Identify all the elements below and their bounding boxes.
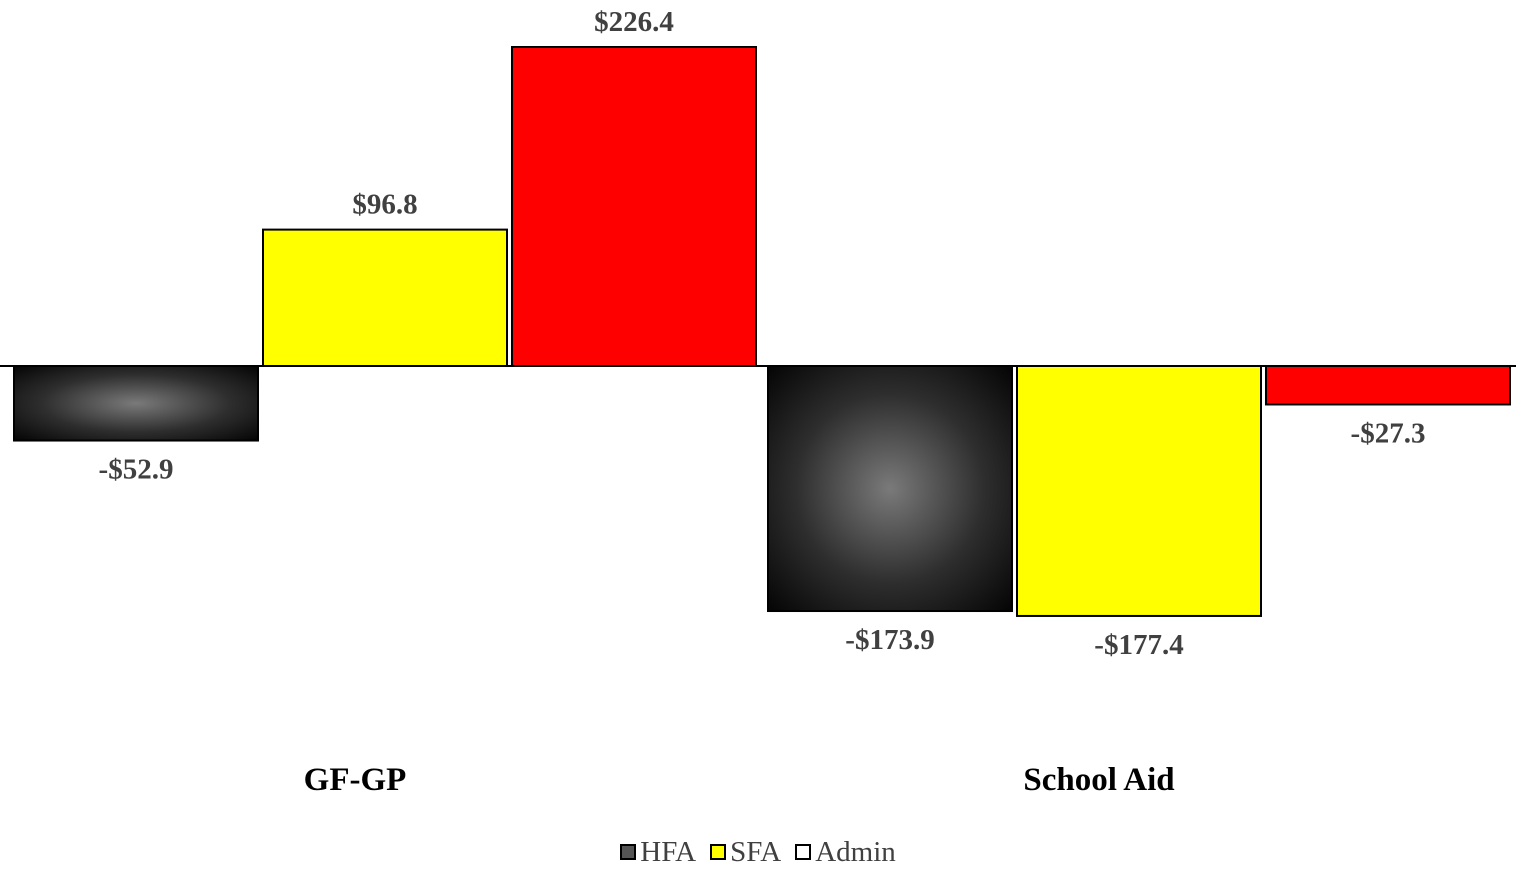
bar-admin-school-aid (1265, 365, 1511, 406)
legend-swatch-admin (795, 844, 812, 860)
legend-swatch-hfa (620, 844, 637, 860)
legend-label-admin: Admin (815, 835, 896, 868)
data-label-hfa-gf-gp: -$52.9 (99, 454, 174, 486)
category-label-gf-gp: GF-GP (304, 762, 407, 798)
data-label-admin-school-aid: -$27.3 (1351, 417, 1426, 449)
legend-swatch-sfa (710, 844, 727, 860)
bar-admin-gf-gp (511, 46, 757, 367)
legend-item-admin: Admin (795, 836, 896, 869)
category-label-school-aid: School Aid (1023, 762, 1174, 798)
bar-sfa-gf-gp (262, 228, 508, 367)
bar-hfa-gf-gp (13, 365, 259, 442)
legend-label-sfa: SFA (730, 835, 782, 868)
data-label-admin-gf-gp: $226.4 (594, 6, 674, 38)
bar-sfa-school-aid (1016, 365, 1262, 617)
legend-item-sfa: SFA (710, 836, 781, 869)
data-label-hfa-school-aid: -$173.9 (845, 624, 934, 656)
data-label-sfa-school-aid: -$177.4 (1094, 629, 1183, 661)
legend-label-hfa: HFA (640, 835, 697, 868)
legend: HFA SFA Admin (0, 836, 1516, 868)
bar-hfa-school-aid (767, 365, 1013, 613)
legend-item-hfa: HFA (620, 836, 696, 869)
data-label-sfa-gf-gp: $96.8 (352, 189, 417, 221)
